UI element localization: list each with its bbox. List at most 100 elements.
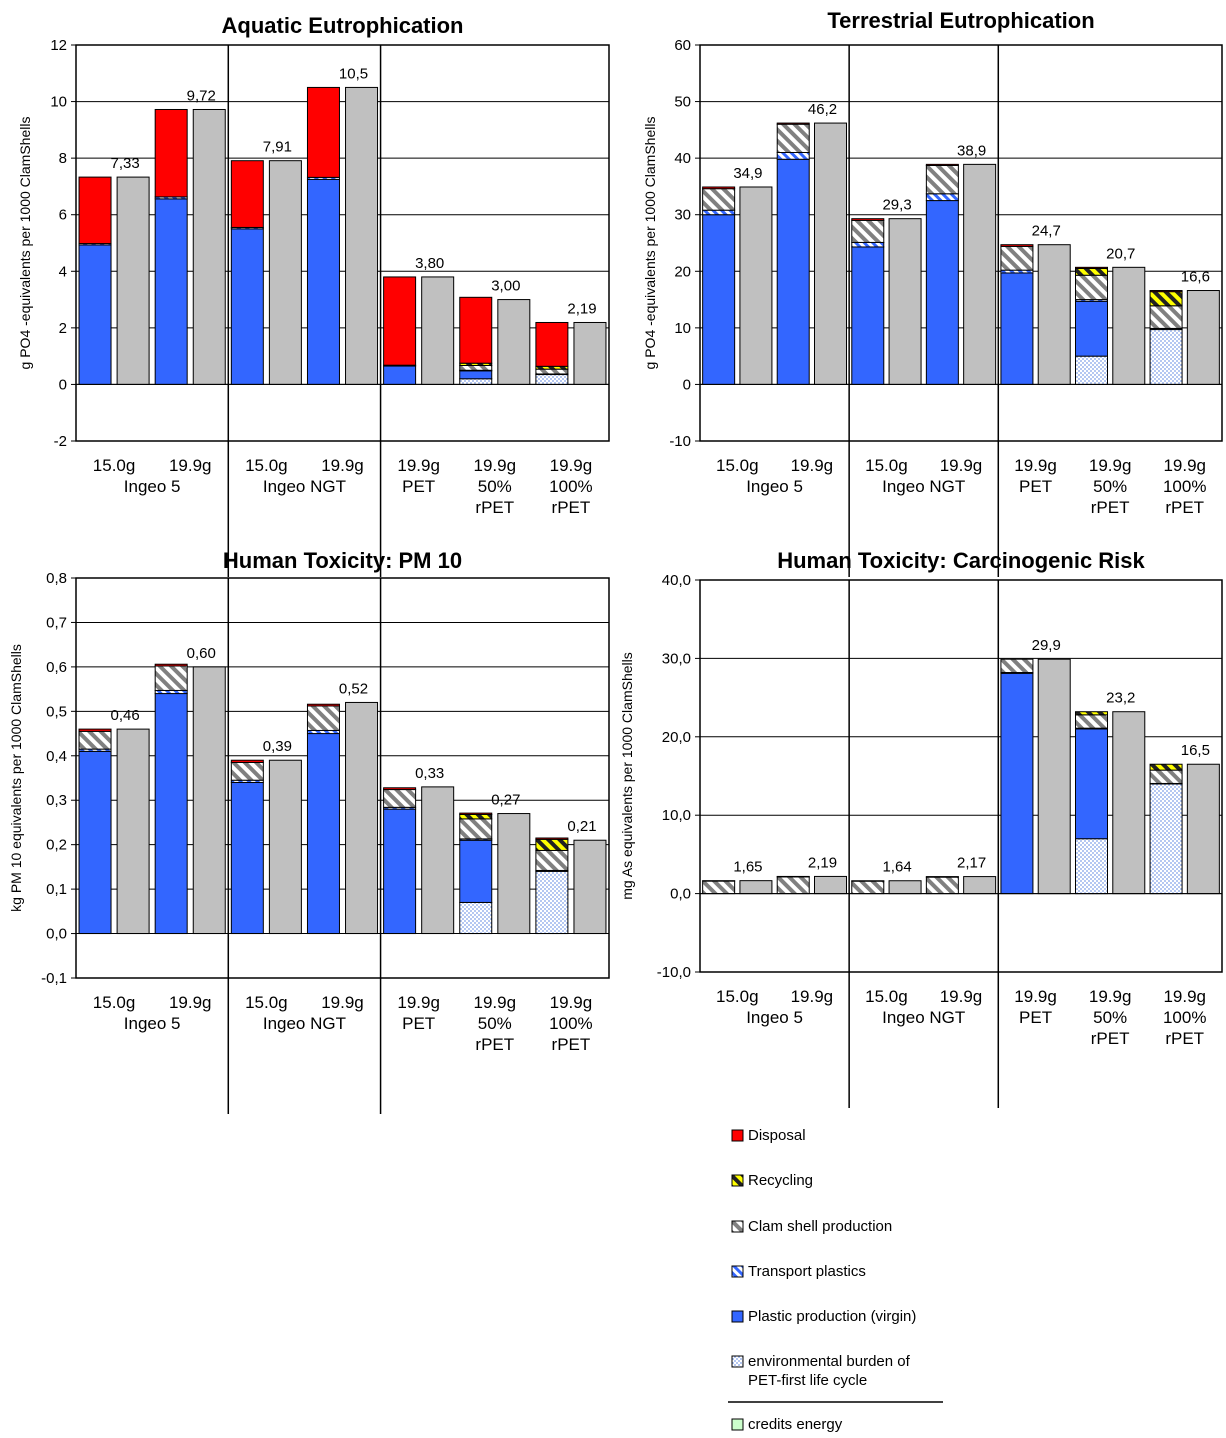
legend-item-disposal: Disposal [731, 1127, 806, 1144]
bar-segment-clam [925, 876, 959, 895]
data-label: 23,2 [1106, 690, 1135, 707]
x-tick-label: 19.9g [397, 993, 440, 1012]
x-group-label: Ingeo NGT [882, 1008, 965, 1027]
y-tick-label: 0,8 [46, 570, 67, 587]
data-label: 0,21 [567, 818, 596, 835]
bar-segment-plastic [383, 808, 417, 935]
legend-label: Disposal [748, 1127, 806, 1144]
bar-segment-clam [459, 364, 493, 371]
bar-segment-clam [851, 219, 885, 243]
bar-segment-recycling [1149, 763, 1183, 771]
bar-segment-recycling [1075, 267, 1108, 276]
x-tick-label: 19.9g [940, 456, 983, 475]
x-tick-label: 15.0g [245, 993, 288, 1012]
bar-segment-disposal [851, 880, 885, 882]
data-label: 2,19 [567, 300, 596, 317]
bar-segment-recycling [459, 813, 493, 820]
data-label: 20,7 [1106, 245, 1135, 262]
bar-total [1186, 763, 1220, 895]
bar-total [1112, 711, 1146, 895]
bar-segment-disposal [383, 787, 417, 791]
chart-panel-1: Aquatic Eutrophication -2 0 2 4 6 8 10 12 g PO4 -… [17, 13, 610, 577]
bar-segment-clam [1149, 769, 1183, 784]
y-tick-label: 40,0 [662, 572, 691, 589]
bar-segment-disposal [1000, 244, 1034, 247]
data-label: 24,7 [1032, 223, 1061, 240]
bar-segment-disposal [535, 321, 569, 367]
x-tick-label: 19.9g [1089, 987, 1132, 1006]
y-tick-label: 6 [59, 207, 67, 224]
bar-segment-plastic [154, 198, 188, 385]
plot-frame [699, 579, 1223, 973]
bar-segment-clam [535, 849, 569, 871]
bar-total [814, 875, 847, 895]
bar-total [345, 86, 379, 385]
y-tick-label: 10 [50, 94, 67, 111]
x-tick-label: 15.0g [865, 456, 908, 475]
legend-label: Plastic production (virgin) [748, 1308, 916, 1325]
x-tick-label: 19.9g [1163, 456, 1206, 475]
bar-total [497, 299, 531, 385]
x-group-label: Ingeo 5 [124, 1014, 181, 1033]
bar-segment-clam [702, 188, 736, 211]
bar-total [1186, 290, 1220, 385]
x-tick-label: 100% [549, 477, 592, 496]
y-tick-label: -10 [669, 433, 691, 450]
bar-total [268, 759, 302, 935]
legend-swatch-env [731, 1355, 744, 1368]
bar-segment-disposal [776, 875, 810, 878]
x-tick-label: 19.9g [550, 456, 593, 475]
bar-segment-plastic [851, 246, 885, 385]
data-label: 2,19 [808, 854, 837, 871]
x-tick-label: 19.9g [1163, 987, 1206, 1006]
data-label: 29,3 [882, 197, 911, 214]
bar-segment-clam [459, 818, 493, 840]
bar-segment-plastic [776, 158, 810, 385]
y-tick-label: 4 [59, 263, 67, 280]
x-tick-label: 19.9g [321, 993, 364, 1012]
x-tick-label: 15.0g [865, 987, 908, 1006]
bar-segment-disposal [702, 880, 736, 882]
bar-segment-clam [1149, 305, 1183, 329]
bar-segment-clam [230, 761, 264, 781]
y-tick-label: 0,4 [46, 748, 67, 765]
bar-segment-env [459, 901, 493, 935]
x-tick-label: rPET [552, 498, 591, 517]
bar-segment-plastic [78, 244, 112, 385]
y-tick-label: -10,0 [657, 964, 691, 981]
x-group-label: Ingeo NGT [263, 1014, 346, 1033]
chart-panel-2: Terrestrial Eutrophication -10 0 10 20 30 40 50… [642, 8, 1223, 577]
bar-total [1037, 658, 1071, 895]
y-tick-label: 50 [674, 94, 691, 111]
x-tick-label: 50% [478, 477, 512, 496]
bar-segment-transport [925, 193, 959, 202]
bar-segment-plastic [383, 365, 417, 385]
bar-total [345, 701, 379, 935]
bar-total [116, 728, 150, 935]
bar-segment-clam [154, 665, 188, 691]
y-tick-label: 2 [59, 320, 67, 337]
x-tick-label: 50% [478, 1014, 512, 1033]
x-tick-label: 19.9g [321, 456, 364, 475]
bar-segment-plastic [1075, 728, 1108, 840]
bar-segment-disposal [535, 837, 569, 840]
bar-segment-disposal [383, 276, 417, 366]
x-tick-label: PET [402, 1014, 435, 1033]
data-label: 29,9 [1032, 637, 1061, 654]
x-group-label: Ingeo NGT [882, 477, 965, 496]
x-tick-label: rPET [475, 498, 514, 517]
y-tick-label: 0,2 [46, 837, 67, 854]
y-tick-label: 8 [59, 150, 67, 167]
x-tick-label: rPET [1165, 1029, 1204, 1048]
data-label: 3,80 [415, 255, 444, 272]
y-tick-label: 12 [50, 37, 67, 54]
bar-segment-disposal [702, 186, 736, 190]
bar-segment-clam [1075, 714, 1108, 729]
bar-segment-disposal [306, 86, 340, 178]
bar-segment-plastic [230, 228, 264, 385]
y-tick-label: 0,6 [46, 659, 67, 676]
legend-label: Clam shell production [748, 1218, 892, 1235]
bar-segment-disposal [154, 108, 188, 198]
bar-total [192, 108, 226, 385]
x-tick-label: PET [1019, 477, 1052, 496]
